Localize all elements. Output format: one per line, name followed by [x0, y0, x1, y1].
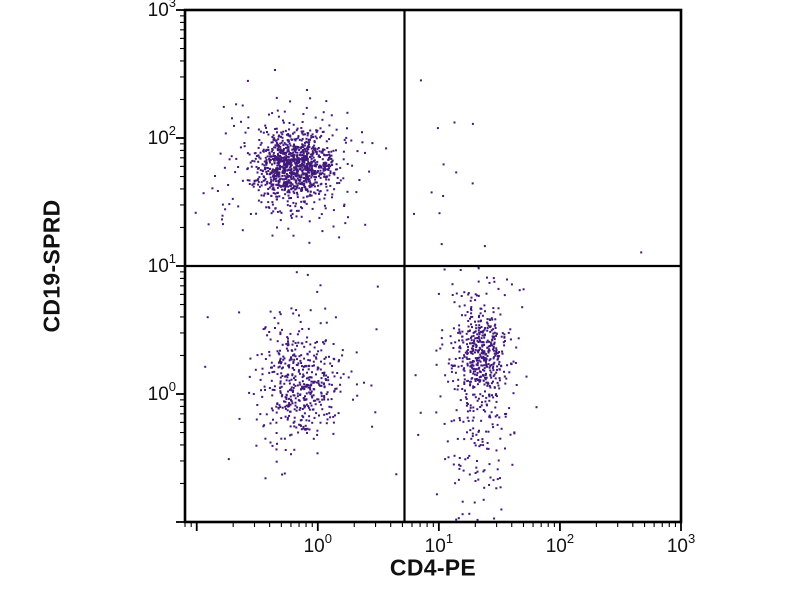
quadrant-gate-lines: [185, 10, 681, 522]
y-tick-label: 101: [148, 251, 176, 277]
x-axis-ticks: [184, 522, 682, 531]
y-axis-label: CD19-SPRD: [38, 199, 65, 333]
x-tick-label: 100: [304, 531, 332, 557]
y-tick-label: 102: [148, 123, 176, 149]
plot-frame: [183, 8, 683, 524]
y-tick-label: 100: [148, 379, 176, 405]
scatter-points: [194, 69, 643, 521]
y-tick-label: 103: [148, 0, 176, 21]
x-tick-label: 103: [667, 531, 695, 557]
y-axis-ticks: [176, 9, 185, 523]
x-axis-label: CD4-PE: [389, 554, 477, 581]
x-tick-label: 101: [425, 531, 453, 557]
x-tick-label: 102: [546, 531, 574, 557]
tick-labels: 100 101 102 103 100 101 102 103: [148, 0, 696, 557]
